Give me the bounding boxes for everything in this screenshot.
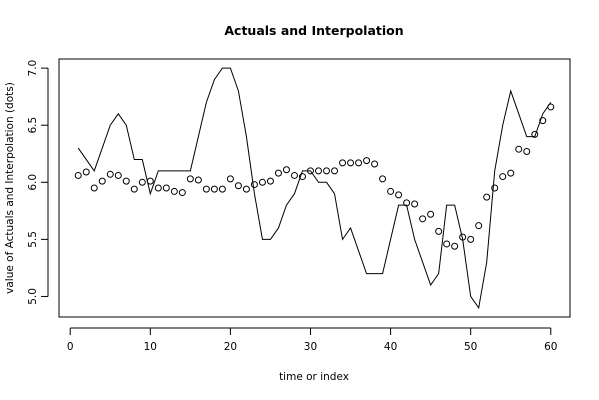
interpolation-point (178, 189, 186, 197)
interpolation-point (170, 187, 178, 195)
interpolation-point (355, 159, 363, 167)
interpolation-point (202, 185, 210, 193)
y-tick-label: 6.5 (27, 117, 39, 134)
interpolation-point (531, 130, 539, 138)
x-axis-label: time or index (279, 371, 349, 383)
interpolation-point (234, 182, 242, 190)
interpolation-point (387, 187, 395, 195)
interpolation-point (290, 171, 298, 179)
interpolation-point (347, 159, 355, 167)
interpolation-point (218, 185, 226, 193)
interpolation-point (242, 185, 250, 193)
y-tick-label: 7.0 (27, 60, 39, 77)
interpolation-point (403, 199, 411, 207)
interpolation-point (266, 177, 274, 185)
interpolation-point (323, 167, 331, 175)
interpolation-point (226, 175, 234, 183)
interpolation-point (395, 191, 403, 199)
y-axis-label: value of Actuals and Interpolation (dots… (4, 82, 16, 294)
interpolation-point (307, 167, 314, 175)
interpolation-point (258, 178, 266, 186)
interpolation-point (539, 117, 547, 125)
interpolation-point (186, 175, 194, 183)
chart-title: Actuals and Interpolation (224, 23, 403, 38)
y-axis: 5.0 5.5 6.0 6.5 7.0 (27, 60, 49, 305)
interpolation-point (515, 145, 523, 153)
interpolation-point (315, 167, 322, 175)
interpolation-point (138, 178, 146, 186)
interpolation-point (411, 200, 419, 208)
interpolation-point (507, 169, 515, 177)
interpolation-point (467, 235, 475, 243)
interpolation-point (483, 193, 491, 201)
interpolation-point (282, 166, 290, 174)
interpolation-point (459, 233, 467, 241)
interpolation-point (130, 185, 138, 193)
interpolation-point (547, 103, 555, 111)
interpolation-point (435, 227, 443, 235)
interpolation-point (146, 177, 154, 185)
x-tick-label: 40 (384, 341, 397, 353)
interpolation-point (298, 173, 306, 181)
interpolation-point (475, 222, 483, 230)
series-layer (74, 67, 555, 310)
interpolation-point (427, 210, 435, 218)
interpolation-point (74, 171, 82, 179)
interpolation-point (371, 160, 379, 168)
interpolation-point (154, 184, 162, 192)
actuals-line (77, 67, 552, 310)
x-axis: 0 10 20 30 40 50 60 (67, 327, 557, 353)
interpolation-point (499, 173, 507, 181)
interpolation-point (379, 175, 387, 183)
interpolation-point (90, 184, 98, 192)
x-tick-label: 10 (144, 341, 157, 353)
interpolation-point (114, 171, 122, 179)
interpolation-point (523, 147, 531, 155)
y-tick-label: 5.5 (27, 231, 39, 248)
interpolation-point (363, 157, 371, 165)
interpolation-point (162, 184, 170, 192)
interpolation-point (274, 169, 282, 177)
interpolation-point (451, 242, 459, 250)
interpolation-point (331, 167, 339, 175)
interpolation-point (210, 185, 218, 193)
interpolation-point (82, 168, 90, 176)
interpolation-point (106, 170, 114, 178)
interpolation-point (491, 184, 499, 192)
interpolation-point (419, 215, 427, 223)
x-tick-label: 30 (304, 341, 317, 353)
interpolation-point (122, 177, 130, 185)
x-tick-label: 0 (67, 341, 74, 353)
interpolation-point (443, 240, 451, 248)
interpolation-point (194, 176, 202, 184)
interpolation-point (339, 159, 347, 167)
interpolation-point (98, 177, 106, 185)
x-tick-label: 60 (544, 341, 557, 353)
x-tick-label: 20 (224, 341, 237, 353)
plot-area-frame (58, 58, 571, 318)
y-tick-label: 6.0 (27, 174, 39, 191)
interpolation-point (250, 181, 258, 189)
x-tick-label: 50 (464, 341, 477, 353)
y-tick-label: 5.0 (27, 288, 39, 305)
